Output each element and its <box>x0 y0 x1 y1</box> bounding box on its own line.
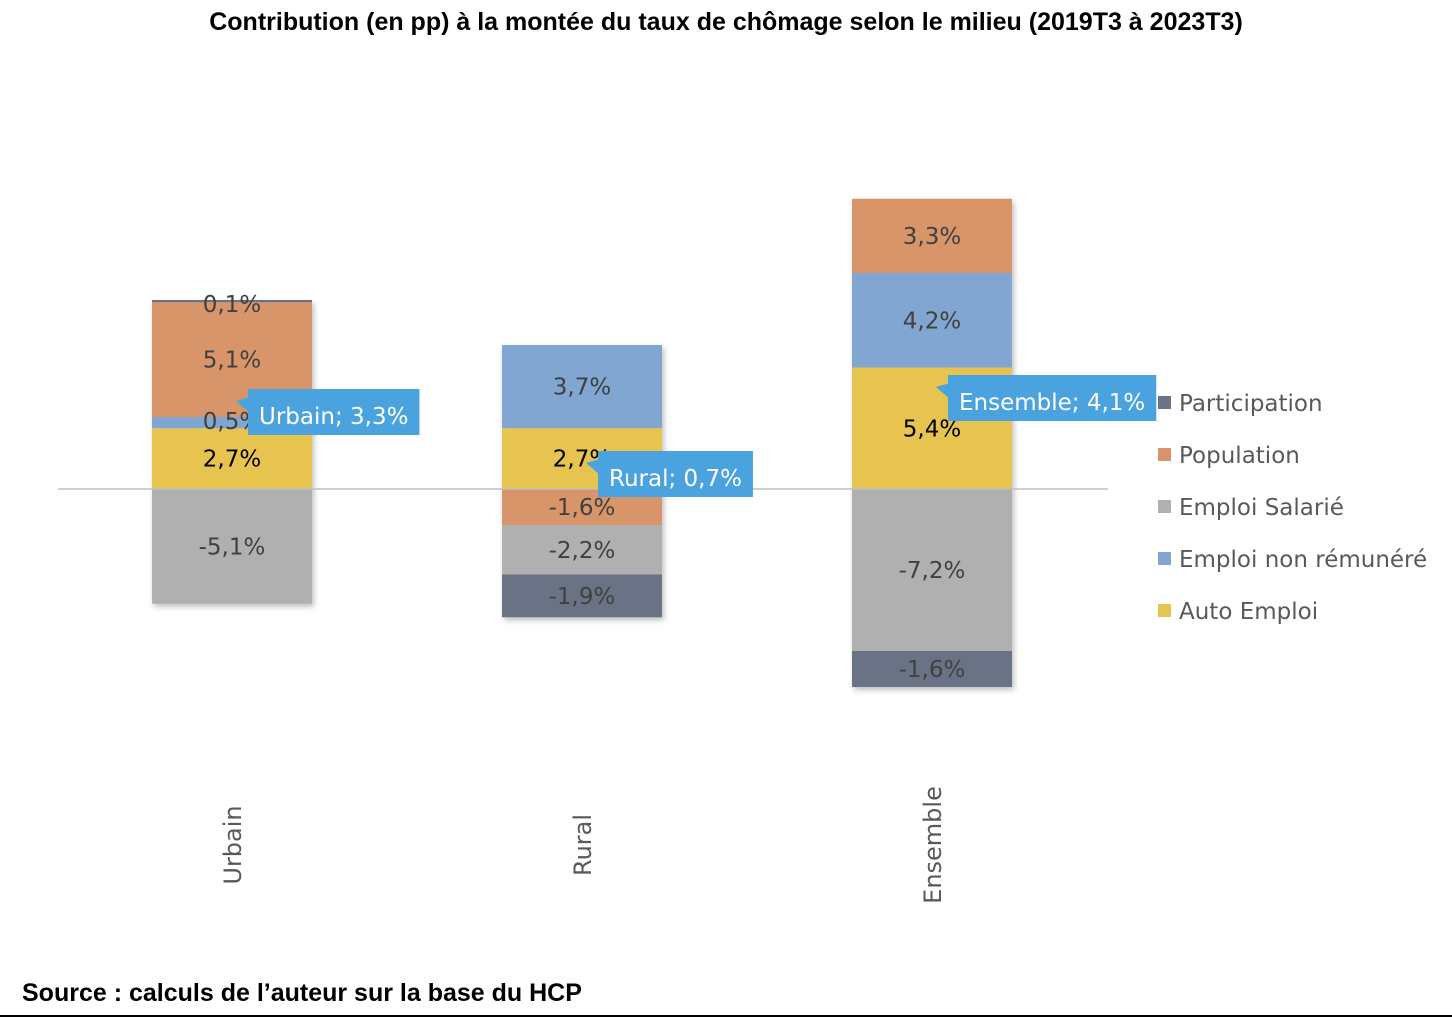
category-label-ensemble: Ensemble <box>919 786 947 904</box>
category-label-rural: Rural <box>569 814 597 876</box>
legend-swatch <box>1158 552 1171 565</box>
data-label-ensemble-population: 3,3% <box>903 224 961 250</box>
bar-ensemble-population <box>852 198 1012 273</box>
bar-urbain-emploi-non-remunere <box>152 417 312 429</box>
total-callout-text: Urbain; 3,3% <box>259 404 408 430</box>
bar-stack-urbain <box>152 300 312 604</box>
legend-item-emploi-non-remunere: Emploi non rémunéré <box>1158 547 1427 573</box>
data-label-ensemble-participation: -1,6% <box>899 657 966 683</box>
legend-swatch <box>1158 604 1171 617</box>
bar-urbain-participation <box>152 300 312 303</box>
bottom-divider <box>0 1015 1452 1017</box>
legend-swatch <box>1158 500 1171 513</box>
data-label-rural-emploi-non-remunere: 3,7% <box>553 375 611 401</box>
data-label-urbain-auto-emploi: 2,7% <box>203 447 261 473</box>
bar-stack-ensemble <box>852 198 1012 687</box>
legend-label: Emploi Salarié <box>1179 495 1344 521</box>
bar-rural-emploi-salarie <box>502 525 662 575</box>
bar-stack-rural <box>502 345 662 618</box>
bar-ensemble-emploi-non-remunere <box>852 273 1012 368</box>
legend-item-population: Population <box>1158 443 1300 469</box>
bar-urbain-emploi-salarie <box>152 489 312 604</box>
bar-urbain-auto-emploi <box>152 428 312 489</box>
data-label-rural-participation: -1,9% <box>549 584 616 610</box>
legend-item-participation: Participation <box>1158 391 1323 417</box>
legend-swatch <box>1158 396 1171 409</box>
legend-label: Auto Emploi <box>1179 599 1318 625</box>
total-callout-urbain: Urbain; 3,3% <box>236 389 420 435</box>
total-callout-text: Rural; 0,7% <box>609 466 742 492</box>
bar-ensemble-emploi-salarie <box>852 489 1012 651</box>
legend-item-emploi-salarie: Emploi Salarié <box>1158 495 1344 521</box>
bar-ensemble-participation <box>852 651 1012 687</box>
legend-item-auto-emploi: Auto Emploi <box>1158 599 1318 625</box>
data-label-ensemble-emploi-non-remunere: 4,2% <box>903 308 961 334</box>
bar-rural-emploi-non-remunere <box>502 345 662 429</box>
data-label-ensemble-emploi-salarie: -7,2% <box>899 558 966 584</box>
bar-rural-participation <box>502 574 662 618</box>
legend-swatch <box>1158 448 1171 461</box>
data-label-urbain-participation: 0,1% <box>203 292 261 318</box>
chart-source-note: Source : calculs de l’auteur sur la base… <box>22 979 582 1007</box>
chart-title: Contribution (en pp) à la montée du taux… <box>209 8 1243 36</box>
data-label-urbain-emploi-salarie: -5,1% <box>199 534 266 560</box>
legend-label: Participation <box>1179 391 1323 417</box>
legend-label: Emploi non rémunéré <box>1179 547 1427 573</box>
data-label-urbain-population: 5,1% <box>203 348 261 374</box>
category-label-urbain: Urbain <box>219 805 247 884</box>
legend-label: Population <box>1179 443 1300 469</box>
data-label-rural-population: -1,6% <box>549 495 616 521</box>
total-callout-text: Ensemble; 4,1% <box>959 390 1145 416</box>
total-callout-rural: Rural; 0,7% <box>586 451 753 497</box>
data-label-rural-emploi-salarie: -2,2% <box>549 538 616 564</box>
total-callout-ensemble: Ensemble; 4,1% <box>936 375 1157 421</box>
